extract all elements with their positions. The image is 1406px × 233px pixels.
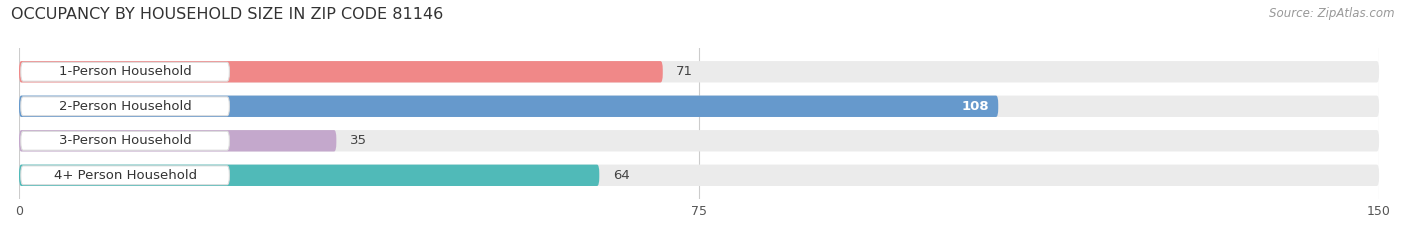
FancyBboxPatch shape xyxy=(20,61,1379,82)
Text: Source: ZipAtlas.com: Source: ZipAtlas.com xyxy=(1270,7,1395,20)
FancyBboxPatch shape xyxy=(20,164,1379,186)
Text: 4+ Person Household: 4+ Person Household xyxy=(53,169,197,182)
FancyBboxPatch shape xyxy=(20,130,336,151)
FancyBboxPatch shape xyxy=(20,130,1379,151)
FancyBboxPatch shape xyxy=(20,164,599,186)
FancyBboxPatch shape xyxy=(20,61,662,82)
Text: 3-Person Household: 3-Person Household xyxy=(59,134,191,147)
FancyBboxPatch shape xyxy=(21,166,229,185)
Text: OCCUPANCY BY HOUSEHOLD SIZE IN ZIP CODE 81146: OCCUPANCY BY HOUSEHOLD SIZE IN ZIP CODE … xyxy=(11,7,443,22)
Text: 35: 35 xyxy=(350,134,367,147)
FancyBboxPatch shape xyxy=(21,97,229,116)
FancyBboxPatch shape xyxy=(21,131,229,150)
Text: 1-Person Household: 1-Person Household xyxy=(59,65,191,78)
Text: 71: 71 xyxy=(676,65,693,78)
Text: 64: 64 xyxy=(613,169,630,182)
FancyBboxPatch shape xyxy=(20,96,998,117)
Text: 2-Person Household: 2-Person Household xyxy=(59,100,191,113)
FancyBboxPatch shape xyxy=(20,96,1379,117)
Text: 108: 108 xyxy=(962,100,990,113)
FancyBboxPatch shape xyxy=(21,62,229,81)
